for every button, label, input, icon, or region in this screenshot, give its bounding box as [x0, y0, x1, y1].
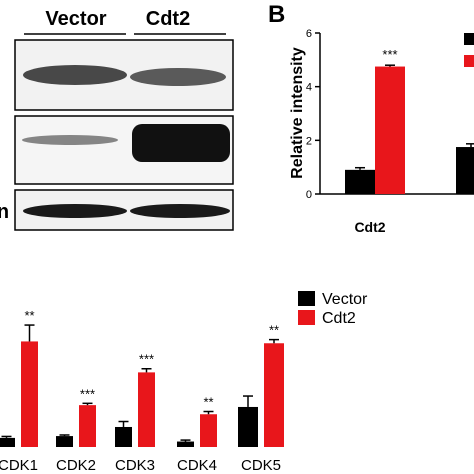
panel-b-ytick-label: 0: [306, 189, 312, 201]
panel-b-legend-swatch-cdt2: [464, 55, 474, 67]
blot-lane-label-cdt2: Cdt2: [146, 8, 190, 30]
panel-c-xtick-cdk2: CDK2: [56, 457, 96, 474]
panel-b-legend-swatch-vector: [464, 33, 474, 45]
panel-b-ytick-label: 4: [306, 82, 312, 94]
panel-c-bar-cdk5-cdt2: [264, 343, 284, 447]
panel-b-xtick-cdt2: Cdt2: [354, 219, 385, 235]
panel-c-bar-cdk1-cdt2: [21, 341, 38, 447]
panel-b-bar: [375, 66, 405, 194]
panel-c-xticks: CDK1 CDK2 CDK3 CDK4 CDK5: [0, 457, 281, 474]
blot-1-band-vector: [23, 65, 127, 85]
panel-b: B Relative intensity 0 2 4 6 *** Cdt2: [268, 1, 474, 235]
panel-c-significance-cdk5: **: [269, 323, 279, 338]
panel-b-letter: B: [268, 1, 285, 28]
panel-c-bars: ************: [0, 308, 284, 447]
panel-b-bar: [345, 169, 375, 194]
panel-c-bar-cdk3-vector: [115, 426, 132, 447]
panel-c-xtick-cdk1: CDK1: [0, 457, 38, 474]
panel-b-ylabel: Relative intensity: [289, 47, 306, 179]
blot-lane-label-vector: Vector: [45, 8, 106, 30]
panel-b-bars: ***: [345, 47, 474, 194]
blot-3-band-cdt2: [130, 204, 230, 218]
panel-c-xtick-cdk5: CDK5: [241, 457, 281, 474]
legend-swatch-cdt2: [298, 310, 315, 325]
panel-c-bar-cdk1-vector: [0, 437, 15, 447]
panel-b-ytick-label: 6: [306, 28, 312, 40]
panel-c-bar-cdk2-vector: [56, 436, 73, 447]
panel-c-significance-cdk2: ***: [80, 386, 95, 401]
panel-c-significance-cdk1: **: [24, 308, 34, 323]
panel-b-ytick-label: 2: [306, 135, 312, 147]
panel-c-bar-cdk4-cdt2: [200, 414, 217, 447]
panel-b-bar: [456, 147, 474, 194]
western-blot-panel: Vector Cdt2 n: [0, 8, 234, 231]
panel-c-bar-cdk3-cdt2: [138, 372, 155, 447]
panel-b-significance: ***: [382, 47, 397, 62]
panel-c-xtick-cdk4: CDK4: [177, 457, 217, 474]
panel-c-bar-cdk4-vector: [177, 441, 194, 447]
panel-c-significance-cdk3: ***: [139, 352, 154, 367]
blot-row-label-partial: n: [0, 201, 9, 223]
legend-label-vector: Vector: [322, 291, 368, 308]
legend-label-cdt2: Cdt2: [322, 310, 356, 327]
blot-2-band-vector: [22, 135, 118, 145]
panel-c-bar-cdk2-cdt2: [79, 405, 96, 447]
legend-swatch-vector: [298, 291, 315, 306]
panel-c-significance-cdk4: **: [203, 395, 213, 410]
blot-3-band-vector: [23, 204, 127, 218]
panel-c-bar-cdk5-vector: [238, 406, 258, 447]
blot-1-band-cdt2: [130, 68, 226, 86]
blot-2-band-cdt2: [132, 124, 230, 162]
panel-c: ************ CDK1 CDK2 CDK3 CDK4 CDK5 Vector…: [0, 291, 368, 474]
panel-c-xtick-cdk3: CDK3: [115, 457, 155, 474]
